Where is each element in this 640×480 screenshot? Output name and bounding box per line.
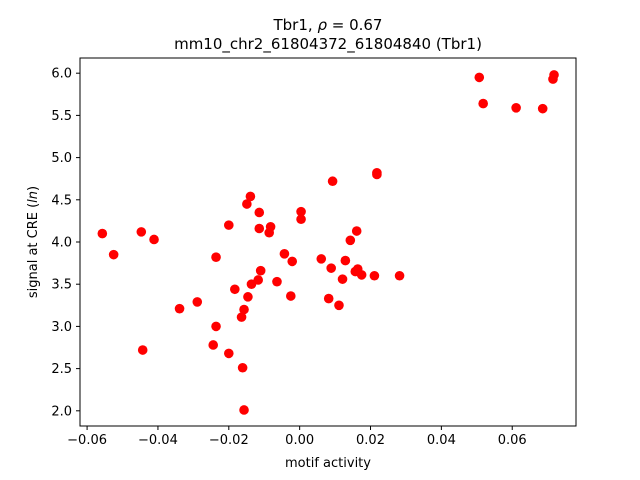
data-point: [255, 265, 266, 276]
data-point: [279, 249, 290, 259]
data-point: [265, 222, 276, 232]
data-point: [208, 340, 219, 350]
x-tick-label: 0.06: [498, 433, 527, 448]
y-tick-label: 4.5: [51, 193, 72, 208]
data-point: [323, 293, 334, 304]
data-point: [287, 256, 298, 267]
data-point: [237, 362, 248, 373]
data-point: [345, 235, 356, 246]
data-point: [286, 291, 296, 301]
x-tick-label: −0.02: [209, 433, 249, 448]
y-tick-label: 2.5: [51, 362, 72, 377]
data-point: [369, 270, 380, 281]
data-point: [224, 220, 234, 230]
data-point: [239, 405, 249, 415]
data-point: [316, 254, 327, 264]
x-axis-label: motif activity: [285, 456, 371, 471]
x-tick-label: 0.04: [427, 433, 456, 448]
data-point: [356, 270, 367, 280]
data-point: [174, 303, 185, 314]
data-point: [549, 70, 559, 80]
data-point: [254, 223, 265, 234]
data-point: [296, 214, 306, 225]
y-tick-label: 2.0: [51, 404, 72, 419]
data-point: [272, 276, 282, 287]
data-point: [327, 176, 338, 187]
y-tick-label: 6.0: [51, 67, 72, 82]
y-tick-label: 3.5: [51, 278, 72, 293]
x-tick-label: −0.06: [67, 433, 107, 448]
chart-title: Tbr1, ρ = 0.67: [273, 16, 383, 34]
data-point: [192, 297, 203, 307]
data-point: [239, 304, 249, 315]
data-point: [243, 292, 253, 302]
axis-ticks: −0.06 −0.04 −0.02 0.00 0.02 0.04 0.06 2.0 2.5 3.0…: [51, 67, 526, 448]
data-point: [211, 321, 221, 332]
data-point: [136, 227, 147, 237]
data-points: [97, 70, 559, 415]
data-point: [254, 207, 265, 218]
x-tick-label: −0.04: [138, 433, 178, 448]
data-point: [211, 252, 221, 262]
data-point: [394, 270, 405, 281]
x-tick-label: 0.00: [285, 433, 314, 448]
y-tick-label: 4.0: [51, 236, 72, 251]
data-point: [253, 275, 264, 285]
data-point: [149, 234, 159, 245]
data-point: [224, 348, 234, 359]
y-tick-label: 5.5: [51, 109, 72, 124]
data-point: [337, 274, 348, 284]
data-point: [351, 226, 362, 236]
data-point: [236, 312, 247, 322]
data-point: [97, 228, 108, 239]
data-point: [108, 249, 119, 260]
data-point: [372, 167, 382, 178]
chart-subtitle: mm10_chr2_61804372_61804840 (Tbr1): [174, 35, 482, 54]
y-tick-label: 5.0: [51, 151, 72, 166]
data-point: [537, 103, 548, 114]
data-point: [137, 345, 148, 355]
data-point: [326, 263, 336, 273]
data-point: [245, 191, 256, 202]
data-point: [230, 284, 240, 295]
data-point: [296, 206, 306, 217]
x-tick-label: 0.02: [356, 433, 385, 448]
y-axis-label: signal at CRE (ln): [26, 186, 41, 298]
data-point: [478, 98, 488, 109]
data-point: [474, 72, 485, 83]
data-point: [340, 255, 351, 266]
data-point: [242, 199, 252, 209]
plot-frame: [79, 57, 577, 427]
data-point: [334, 300, 344, 311]
y-tick-label: 3.0: [51, 320, 72, 335]
data-point: [511, 102, 521, 113]
